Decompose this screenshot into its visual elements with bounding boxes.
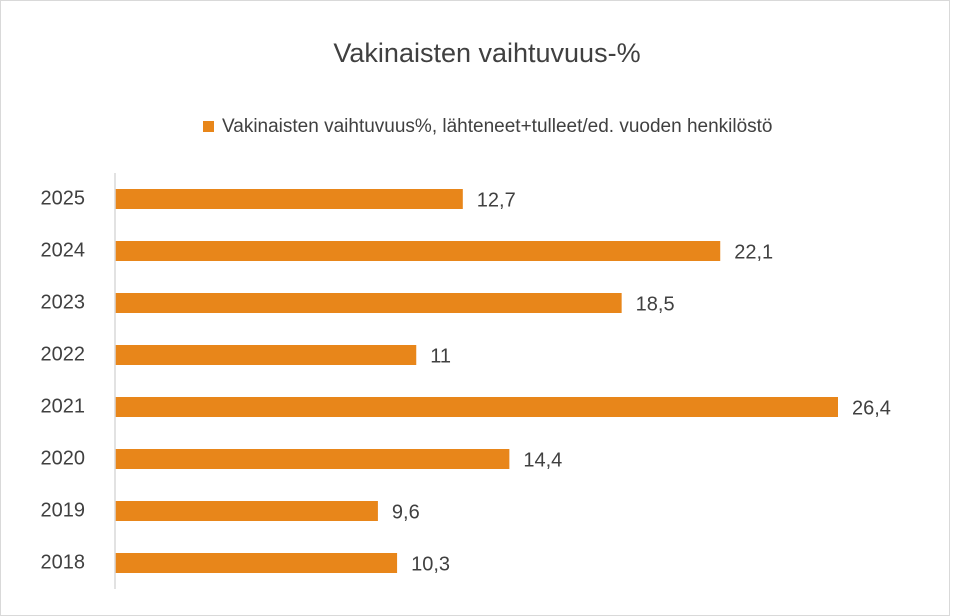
data-label: 11 <box>430 345 451 367</box>
y-tick-label: 2024 <box>41 239 86 261</box>
bar <box>115 241 721 261</box>
legend-label: Vakinaisten vaihtuvuus%, lähteneet+tulle… <box>222 116 773 137</box>
bar <box>115 345 417 365</box>
y-tick-label: 2020 <box>41 447 86 469</box>
data-label: 12,7 <box>477 189 516 211</box>
bar <box>115 553 398 573</box>
y-tick-label: 2023 <box>41 291 86 313</box>
y-tick-label: 2021 <box>41 395 86 417</box>
y-tick-label: 2018 <box>41 551 86 573</box>
legend-swatch <box>203 121 214 132</box>
bar <box>115 189 463 209</box>
data-label: 18,5 <box>636 293 675 315</box>
bar <box>115 397 838 417</box>
y-tick-label: 2025 <box>41 187 86 209</box>
y-tick-label: 2019 <box>41 499 86 521</box>
data-label: 9,6 <box>392 501 420 523</box>
data-label: 26,4 <box>852 397 891 419</box>
chart-title: Vakinaisten vaihtuvuus-% <box>333 38 640 68</box>
data-label: 10,3 <box>411 553 450 575</box>
y-tick-label: 2022 <box>41 343 86 365</box>
data-label: 14,4 <box>523 449 562 471</box>
bar <box>115 293 622 313</box>
bar <box>115 449 510 469</box>
bar <box>115 501 378 521</box>
data-label: 22,1 <box>734 241 773 263</box>
